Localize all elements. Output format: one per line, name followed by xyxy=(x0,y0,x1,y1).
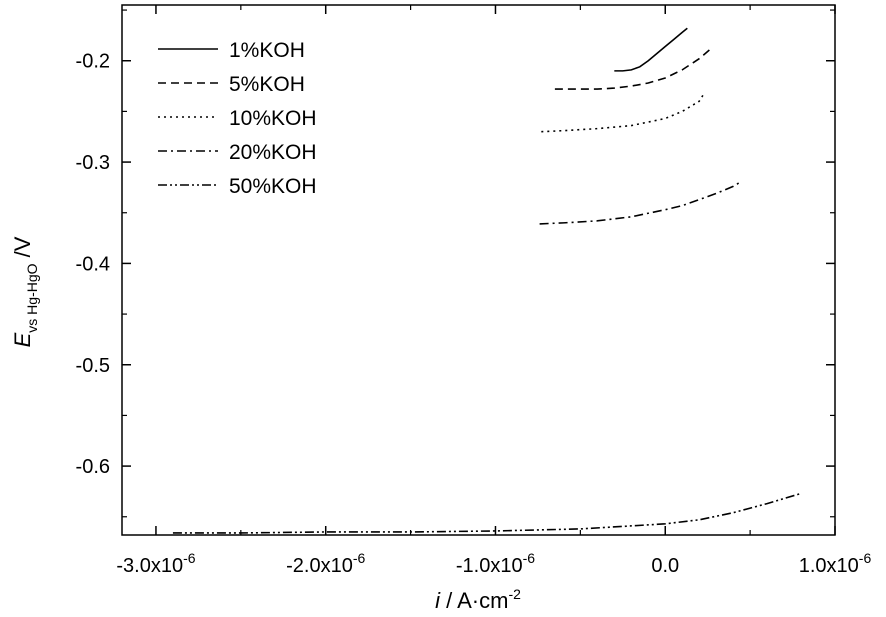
y-tick-label: -0.2 xyxy=(76,51,110,73)
x-axis-unit: A·cm xyxy=(457,588,508,613)
x-axis-symbol: i xyxy=(435,588,441,613)
x-tick-exponent: -6 xyxy=(183,550,196,566)
series-line-50koh xyxy=(172,492,802,534)
series-line-5koh xyxy=(554,47,712,90)
legend-label: 1%KOH xyxy=(229,39,305,62)
series-line-1koh xyxy=(614,27,688,72)
x-tick-mantissa: -2.0x10 xyxy=(286,555,353,577)
y-axis-unit: /V xyxy=(10,236,35,263)
legend-label: 5%KOH xyxy=(229,73,305,96)
y-axis-subscript: vs Hg-HgO xyxy=(24,263,40,332)
x-tick-mantissa: 1.0x10 xyxy=(799,555,859,577)
series-line-20koh xyxy=(539,181,741,225)
y-tick-label: -0.5 xyxy=(76,355,110,377)
x-tick-label: -1.0x10-6 xyxy=(456,550,535,577)
y-tick-label: -0.3 xyxy=(76,152,110,174)
x-tick-mantissa: -1.0x10 xyxy=(456,555,523,577)
x-tick-mantissa: 0.0 xyxy=(651,555,679,577)
x-tick-exponent: -6 xyxy=(353,550,366,566)
x-axis-title: i / A·cm-2 xyxy=(435,586,521,613)
x-axis-slash: / xyxy=(440,588,457,613)
x-tick-mantissa: -3.0x10 xyxy=(116,555,183,577)
legend-label: 20%KOH xyxy=(229,141,317,164)
legend: 1%KOH 5%KOH 10%KOH 20%KOH 50%KOH xyxy=(158,39,317,198)
x-axis-unit-exponent: -2 xyxy=(508,586,521,602)
x-tick-label: 0.0 xyxy=(651,555,679,577)
y-axis-symbol: E xyxy=(10,332,35,347)
series-group xyxy=(172,27,802,534)
y-tick-label: -0.4 xyxy=(76,253,110,275)
y-tick-label: -0.6 xyxy=(76,456,110,478)
legend-label: 10%KOH xyxy=(229,107,317,130)
x-tick-exponent: -6 xyxy=(523,550,536,566)
y-axis-title: Evs Hg-HgO /V xyxy=(10,236,40,347)
legend-label: 50%KOH xyxy=(229,175,317,198)
x-tick-label: 1.0x10-6 xyxy=(799,550,872,577)
x-tick-label: -2.0x10-6 xyxy=(286,550,365,577)
tick-labels: -3.0x10-6 -2.0x10-6 -1.0x10-6 0.0 1.0x10-6-0… xyxy=(76,51,872,577)
x-tick-exponent: -6 xyxy=(859,550,872,566)
plot-frame xyxy=(121,4,836,536)
x-tick-label: -3.0x10-6 xyxy=(116,550,195,577)
